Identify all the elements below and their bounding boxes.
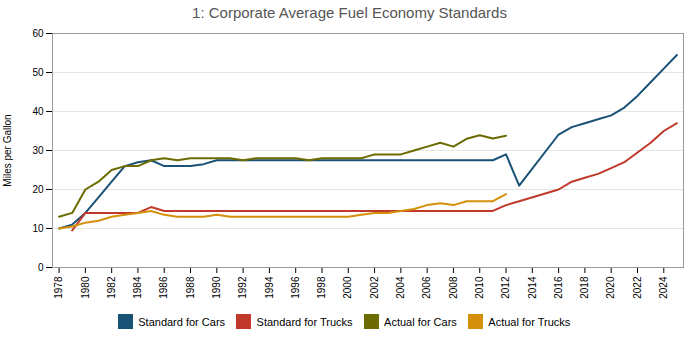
svg-text:30: 30 — [32, 145, 44, 156]
svg-text:1986: 1986 — [158, 276, 169, 299]
svg-text:2000: 2000 — [342, 276, 353, 299]
html-text:Standard for Cars: Standard for Cars — [138, 315, 226, 328]
svg-text:1996: 1996 — [290, 276, 301, 299]
html-text:Actual for Trucks: Actual for Trucks — [488, 315, 571, 328]
svg-text:2024: 2024 — [658, 276, 669, 299]
svg-text:1988: 1988 — [185, 276, 196, 299]
svg-text:1994: 1994 — [264, 276, 275, 299]
svg-text:2004: 2004 — [395, 276, 406, 299]
svg-text:2014: 2014 — [527, 276, 538, 299]
html-text:Actual for Cars: Actual for Cars — [384, 315, 457, 328]
svg-text:40: 40 — [32, 106, 44, 117]
html-text:Standard for Trucks: Standard for Trucks — [256, 315, 353, 328]
svg-text:2018: 2018 — [579, 276, 590, 299]
svg-text:1984: 1984 — [132, 276, 143, 299]
svg-text:2022: 2022 — [632, 276, 643, 299]
svg-text:20: 20 — [32, 184, 44, 195]
svg-text:2008: 2008 — [448, 276, 459, 299]
svg-text:10: 10 — [32, 223, 44, 234]
svg-text:1978: 1978 — [53, 276, 64, 299]
svg-text:2002: 2002 — [369, 276, 380, 299]
svg-text:50: 50 — [32, 67, 44, 78]
svg-text:2016: 2016 — [553, 276, 564, 299]
svg-text:2012: 2012 — [500, 276, 511, 299]
svg-text:2020: 2020 — [605, 276, 616, 299]
svg-text:60: 60 — [32, 28, 44, 39]
html-text:1: Corporate Average Fuel Econ: 1: Corporate Average Fuel Economy Standa… — [192, 4, 507, 21]
svg-text:Miles per Gallon: Miles per Gallon — [2, 114, 13, 186]
svg-text:0: 0 — [38, 262, 44, 273]
svg-text:2006: 2006 — [421, 276, 432, 299]
svg-text:1990: 1990 — [211, 276, 222, 299]
svg-text:1980: 1980 — [80, 276, 91, 299]
svg-text:1982: 1982 — [106, 276, 117, 299]
svg-text:2010: 2010 — [474, 276, 485, 299]
svg-text:1992: 1992 — [237, 276, 248, 299]
svg-text:1998: 1998 — [316, 276, 327, 299]
